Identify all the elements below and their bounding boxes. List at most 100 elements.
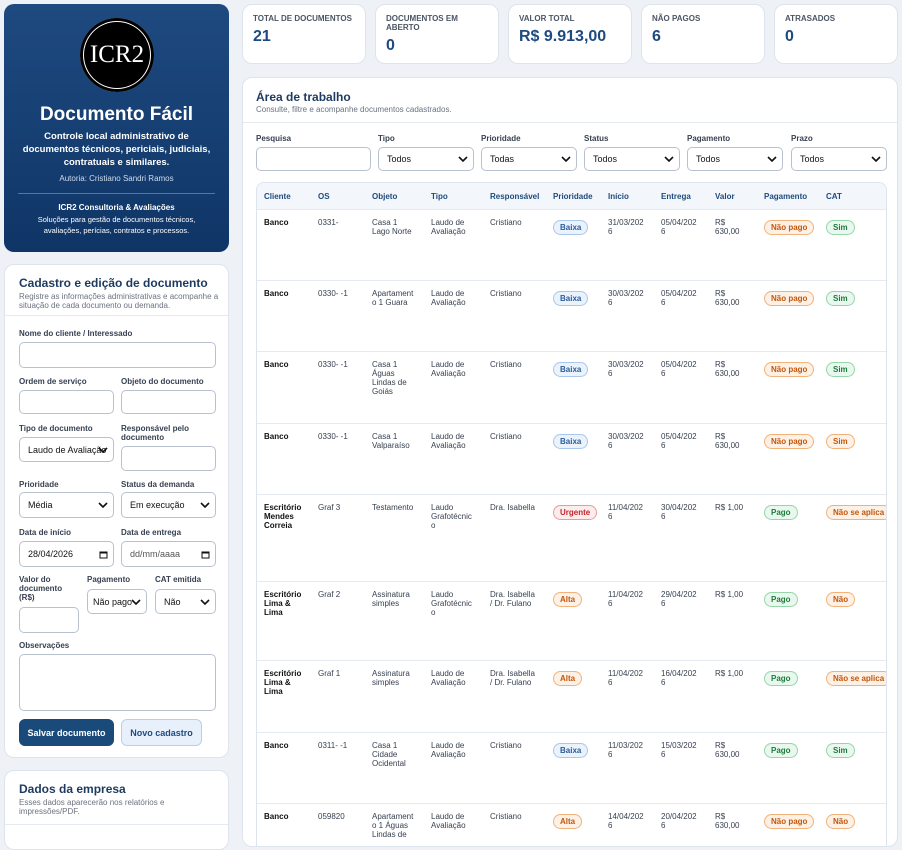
text-input[interactable]	[19, 607, 79, 633]
status-badge: Não pago	[764, 291, 815, 306]
table-cell: R$ 630,00	[708, 423, 757, 495]
table-cell: Baixa	[546, 209, 601, 281]
table-cell: Casa 1 Cidade Ocidental	[365, 732, 424, 804]
table-cell: Graf 1	[311, 660, 365, 733]
stat-value: 0	[785, 28, 794, 45]
save-button[interactable]: Salvar documento	[19, 719, 114, 746]
field-label: Tipo de documento	[19, 424, 93, 433]
chevron	[98, 502, 108, 508]
brand-card: ICR2 Documento Fácil Controle local admi…	[4, 4, 229, 252]
table-cell: 20/04/2026	[654, 803, 708, 846]
stat-value: 0	[386, 37, 395, 54]
stat-label: ATRASADOS	[785, 14, 836, 23]
table-row: Escritório Mendes Correia Graf 3 Testament…	[257, 494, 886, 582]
table-cell: Apartamento 1 Guara	[365, 280, 424, 352]
status-badge: Baixa	[553, 291, 589, 306]
date-input[interactable]: dd/mm/aaaa	[121, 541, 216, 567]
column-header: Início	[601, 183, 654, 210]
table-cell: 0330- -1	[311, 280, 365, 352]
field-label: Observações	[19, 641, 70, 650]
filter-select[interactable]: Todos	[378, 147, 474, 171]
field-label: CAT emitida	[155, 575, 202, 584]
table-cell: Alta	[546, 803, 601, 846]
table-cell: Não pago	[757, 280, 819, 352]
table-cell: Casa 1 Valparaíso	[365, 423, 424, 495]
table-row: Escritório Lima & Lima Graf 2 Assinatura s…	[257, 581, 886, 661]
stat-value: R$ 9.913,00	[519, 28, 607, 45]
column-header: Cliente	[257, 183, 311, 210]
table-cell: 0311- -1	[311, 732, 365, 804]
table-wrap: Cliente OS Objeto Tipo Responsável Prioridade…	[256, 182, 887, 846]
table-cell: Não pago	[757, 209, 819, 281]
status-badge: Não pago	[764, 220, 815, 235]
table-cell: Sim	[819, 280, 886, 352]
textarea[interactable]	[19, 654, 216, 711]
chevron	[561, 156, 571, 162]
table-cell: R$ 1,00	[708, 581, 757, 661]
table-cell: Pago	[757, 732, 819, 804]
chevron	[200, 598, 210, 605]
status-badge: Não se aplica	[826, 505, 886, 520]
stat-value: 21	[253, 28, 271, 45]
date-input[interactable]: 28/04/2026	[19, 541, 114, 567]
filter-select[interactable]: Todas	[481, 147, 577, 171]
divider	[5, 824, 228, 825]
text-input[interactable]	[121, 390, 216, 414]
table-cell: 11/04/2026	[601, 660, 654, 733]
new-button[interactable]: Novo cadastro	[121, 719, 202, 746]
select[interactable]: Em execução	[121, 492, 216, 518]
table-cell: 31/03/2026	[601, 209, 654, 281]
filter-select[interactable]: Todos	[584, 147, 680, 171]
status-badge: Sim	[826, 220, 855, 235]
table-cell: Sim	[819, 209, 886, 281]
table-cell: Laudo de Avaliação	[424, 803, 483, 846]
filter-select[interactable]: Todos	[687, 147, 783, 171]
table-cell: R$ 630,00	[708, 209, 757, 281]
filter-select[interactable]: Todos	[791, 147, 887, 171]
table-cell: Não	[819, 581, 886, 661]
table-cell: Banco	[257, 280, 311, 352]
status-badge: Urgente	[553, 505, 598, 520]
text-input[interactable]	[121, 446, 216, 471]
table-cell: 15/03/2026	[654, 732, 708, 804]
column-header: CAT	[819, 183, 886, 210]
table-cell: Baixa	[546, 423, 601, 495]
column-header: Valor	[708, 183, 757, 210]
select[interactable]: Não pago	[87, 589, 147, 614]
brand-title: Documento Fácil	[39, 104, 194, 125]
table-cell: Alta	[546, 660, 601, 733]
status-badge: Sim	[826, 743, 855, 758]
stat-label: TOTAL DE DOCUMENTOS	[253, 14, 352, 23]
select[interactable]: Não	[155, 589, 216, 614]
company-subtitle: Esses dados aparecerão nos relatórios e …	[19, 798, 165, 816]
search-input[interactable]	[256, 147, 371, 171]
stat-card: NÃO PAGOS 6	[641, 4, 765, 64]
stat-card: ATRASADOS 0	[774, 4, 898, 64]
logo-text: ICR2	[89, 41, 145, 68]
select[interactable]: Laudo de Avaliação	[19, 437, 114, 462]
workspace-card: Área de trabalho Consulte, filtre e acom…	[242, 77, 898, 847]
select-value: Não	[164, 596, 181, 607]
table-cell: Banco	[257, 732, 311, 804]
status-badge: Pago	[764, 592, 798, 607]
form-subtitle: Registre as informações administrativas …	[19, 292, 219, 310]
table-cell: 05/04/2026	[654, 351, 708, 424]
brand-description: Controle local administrativo de documen…	[22, 131, 211, 168]
field-label: Objeto do documento	[121, 377, 204, 386]
table-cell: 11/04/2026	[601, 494, 654, 582]
date-value: dd/mm/aaaa	[130, 549, 181, 559]
table-cell: Urgente	[546, 494, 601, 582]
select[interactable]: Média	[19, 492, 114, 518]
table-cell: 11/04/2026	[601, 581, 654, 661]
form-card: Cadastro e edição de documento Registre …	[4, 264, 229, 758]
text-input[interactable]	[19, 342, 216, 368]
divider	[243, 122, 897, 123]
filter-label: Pagamento	[687, 134, 731, 143]
workspace-title: Área de trabalho	[256, 90, 351, 104]
text-input[interactable]	[19, 390, 114, 414]
status-badge: Alta	[553, 671, 583, 686]
table-cell: Testamento	[365, 494, 424, 582]
documents-table: Cliente OS Objeto Tipo Responsável Prioridade…	[257, 183, 886, 846]
field-label: Responsável pelo documento	[121, 424, 190, 442]
